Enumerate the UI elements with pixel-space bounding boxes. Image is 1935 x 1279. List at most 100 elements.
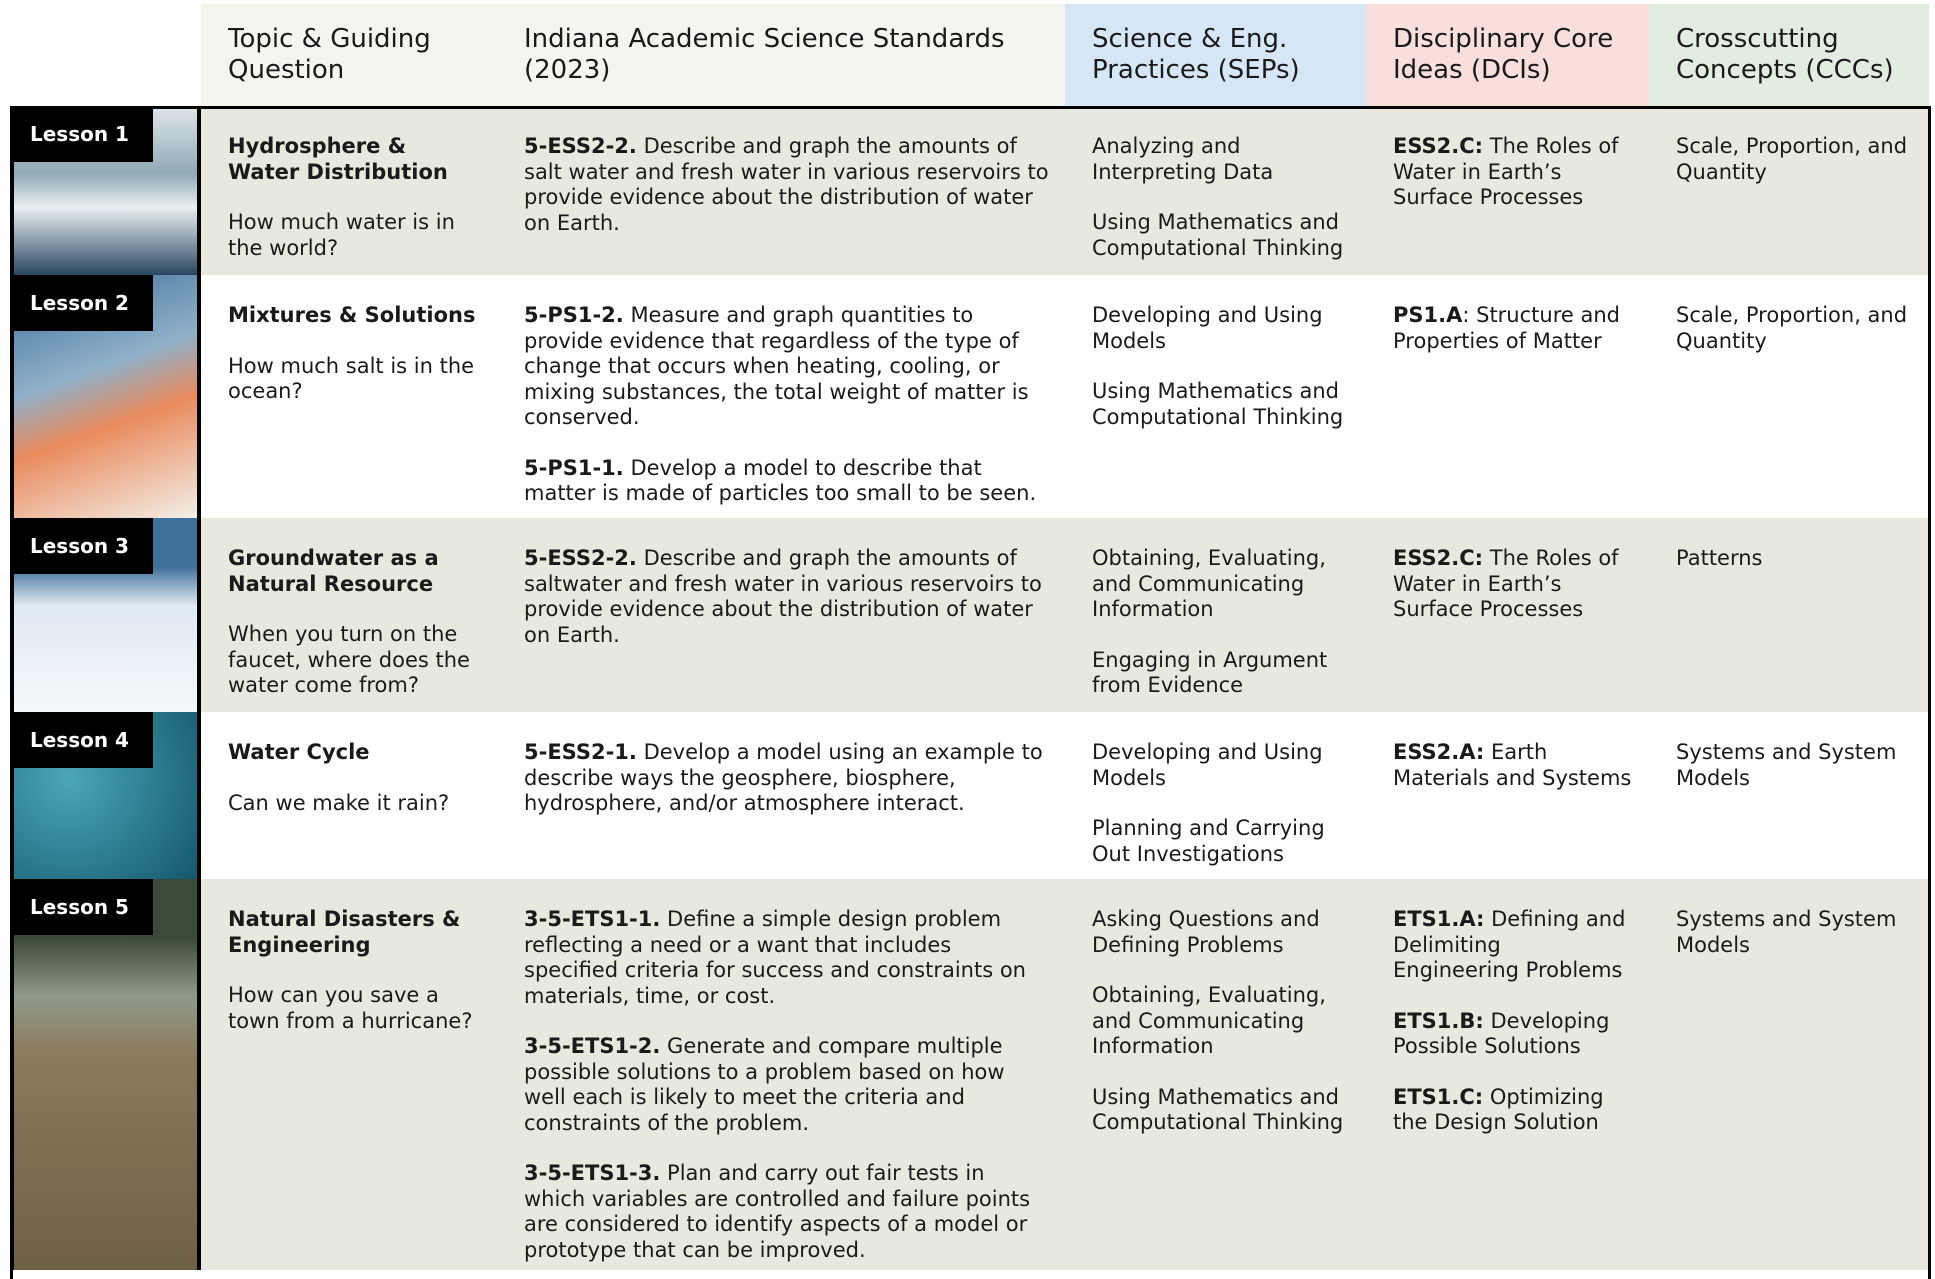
standard: 5-ESS2-1. Develop a model using an examp… xyxy=(524,740,1049,817)
dci-text: Developing Possible Solutions xyxy=(1393,1008,1610,1059)
guiding-question: How can you save a town from a hurricane… xyxy=(228,983,473,1033)
dci-text: The Roles of Water in Earth’s Surface Pr… xyxy=(1393,546,1619,621)
header-cell: Crosscutting Concepts (CCCs) xyxy=(1649,4,1929,106)
dci: ESS2.C: The Roles of Water in Earth’s Su… xyxy=(1393,134,1633,211)
lesson-image: Lesson 1 xyxy=(10,106,201,275)
guiding-question: How much water is in the world? xyxy=(228,210,455,260)
sep: Developing and Using Models xyxy=(1092,740,1323,790)
ccc: Systems and System Models xyxy=(1676,740,1897,790)
standard: 5-PS1-2. Measure and graph quantities to… xyxy=(524,303,1049,431)
ccc: Scale, Proportion, and Quantity xyxy=(1676,134,1908,184)
guiding-question: Can we make it rain? xyxy=(228,790,450,815)
dci-code: ESS2.C: xyxy=(1393,546,1484,570)
sep: Obtaining, Evaluating, and Communicating… xyxy=(1092,546,1326,621)
topic: Natural Disasters & Engineering xyxy=(228,907,461,957)
topic-title: Natural Disasters & Engineering xyxy=(228,907,481,958)
topic: Mixtures & Solutions xyxy=(228,303,476,327)
sep: Planning and Carrying Out Investigations xyxy=(1092,816,1325,866)
standard-text: Describe and graph the amounts of saltwa… xyxy=(524,546,1042,647)
ccc-cell: Scale, Proportion, and Quantity xyxy=(1649,106,1929,275)
dci-cell: ESS2.A: Earth Materials and Systems xyxy=(1366,712,1649,879)
lesson-label: Lesson 5 xyxy=(14,879,153,935)
ccc: Scale, Proportion, and Quantity xyxy=(1676,303,1908,353)
sep-cell: Asking Questions and Defining Problems Ob… xyxy=(1065,879,1366,1270)
dci-code: ETS1.B: xyxy=(1393,1008,1484,1033)
topic-cell: Hydrosphere & Water Distribution How much… xyxy=(201,106,497,275)
dci: PS1.A: Structure and Properties of Matte… xyxy=(1393,303,1633,354)
guiding-question: How much salt is in the ocean? xyxy=(228,353,475,404)
dci-code: PS1.A xyxy=(1393,303,1463,327)
dci-text: The Roles of Water in Earth’s Surface Pr… xyxy=(1393,134,1619,209)
dci-code: ESS2.A: xyxy=(1393,740,1485,764)
standard-code: 5-PS1-1. xyxy=(524,455,624,480)
lesson-image: Lesson 5 xyxy=(10,879,201,1270)
header-cell: Science & Eng. Practices (SEPs) xyxy=(1065,4,1366,106)
standard-code: 5-PS1-2. xyxy=(524,303,624,327)
standard: 5-PS1-1. Develop a model to describe tha… xyxy=(524,456,1049,507)
topic-title: Water Cycle xyxy=(228,740,481,766)
dci-cell: ETS1.A: Defining and Delimiting Engineer… xyxy=(1366,879,1649,1270)
ccc: Systems and System Models xyxy=(1676,907,1897,957)
dci-cell: PS1.A: Structure and Properties of Matte… xyxy=(1366,275,1649,518)
ccc-cell: Patterns xyxy=(1649,518,1929,712)
standard-text: Describe and graph the amounts of salt w… xyxy=(524,134,1049,235)
topic: Water Cycle xyxy=(228,740,370,764)
topic-cell: Natural Disasters & Engineering How can y… xyxy=(201,879,497,1270)
topic: Hydrosphere & Water Distribution xyxy=(228,134,448,184)
sep: Using Mathematics and Computational Thin… xyxy=(1092,210,1344,260)
topic: Groundwater as a Natural Resource xyxy=(228,546,439,596)
standard-cell: 3-5-ETS1-1. Define a simple design probl… xyxy=(497,879,1065,1270)
standard: 3-5-ETS1-1. Define a simple design probl… xyxy=(524,907,1049,1009)
header-cell: Topic & Guiding Question xyxy=(201,4,497,106)
standard-code: 3-5-ETS1-1. xyxy=(524,907,661,931)
dci-code: ETS1.C: xyxy=(1393,1084,1484,1109)
topic-title: Mixtures & Solutions xyxy=(228,303,481,329)
dci-text: : Structure and Properties of Matter xyxy=(1393,303,1620,353)
ccc-cell: Systems and System Models xyxy=(1649,712,1929,879)
standard-text: Generate and compare multiple possible s… xyxy=(524,1034,1005,1135)
lesson-label: Lesson 4 xyxy=(14,712,153,768)
dci-cell: ESS2.C: The Roles of Water in Earth’s Su… xyxy=(1366,106,1649,275)
dci-text: Defining and Delimiting Engineering Prob… xyxy=(1393,907,1626,982)
standard-text: Plan and carry out fair tests in which v… xyxy=(524,1161,1031,1262)
standard: 5-ESS2-2. Describe and graph the amounts… xyxy=(524,546,1049,648)
lesson-image: Lesson 4 xyxy=(10,712,201,879)
sep: Using Mathematics and Computational Thin… xyxy=(1092,379,1344,429)
standard-code: 5-ESS2-1. xyxy=(524,740,637,764)
standard-text: Develop a model using an example to desc… xyxy=(524,740,1043,815)
sep: Using Mathematics and Computational Thin… xyxy=(1092,1084,1344,1135)
topic-title: Hydrosphere & Water Distribution xyxy=(228,134,481,185)
header-spacer xyxy=(10,4,201,106)
standards-table: Topic & Guiding Question Indiana Academic… xyxy=(10,4,1929,1270)
sep: Developing and Using Models xyxy=(1092,303,1323,353)
sep-cell: Obtaining, Evaluating, and Communicating… xyxy=(1065,518,1366,712)
ccc-cell: Scale, Proportion, and Quantity xyxy=(1649,275,1929,518)
topic-cell: Groundwater as a Natural Resource When yo… xyxy=(201,518,497,712)
sep: Asking Questions and Defining Problems xyxy=(1092,907,1320,957)
standard: 5-ESS2-2. Describe and graph the amounts… xyxy=(524,134,1049,236)
dci: ETS1.C: Optimizing the Design Solution xyxy=(1393,1085,1633,1136)
sep-cell: Analyzing and Interpreting Data Using Mat… xyxy=(1065,106,1366,275)
standard-text: Develop a model to describe that matter … xyxy=(524,455,1037,506)
topic-cell: Mixtures & Solutions How much salt is in … xyxy=(201,275,497,518)
standard-cell: 5-ESS2-2. Describe and graph the amounts… xyxy=(497,518,1065,712)
dci: ETS1.B: Developing Possible Solutions xyxy=(1393,1009,1633,1060)
standard-cell: 5-ESS2-1. Develop a model using an examp… xyxy=(497,712,1065,879)
sep-cell: Developing and Using Models Planning and … xyxy=(1065,712,1366,879)
ccc: Patterns xyxy=(1676,546,1763,570)
topic-cell: Water Cycle Can we make it rain? xyxy=(201,712,497,879)
guiding-question: When you turn on the faucet, where does … xyxy=(228,622,470,697)
dci: ESS2.A: Earth Materials and Systems xyxy=(1393,740,1633,791)
sep-cell: Developing and Using Models Using Mathema… xyxy=(1065,275,1366,518)
standard-cell: 5-ESS2-2. Describe and graph the amounts… xyxy=(497,106,1065,275)
standard-text: Define a simple design problem reflectin… xyxy=(524,907,1026,1008)
lesson-image: Lesson 2 xyxy=(10,275,201,518)
standard: 3-5-ETS1-3. Plan and carry out fair test… xyxy=(524,1161,1049,1263)
standard-code: 3-5-ETS1-2. xyxy=(524,1034,661,1058)
standard-code: 5-ESS2-2. xyxy=(524,134,637,158)
dci-text: Optimizing the Design Solution xyxy=(1393,1084,1604,1135)
dci: ESS2.C: The Roles of Water in Earth’s Su… xyxy=(1393,546,1633,623)
ccc-cell: Systems and System Models xyxy=(1649,879,1929,1270)
sep: Engaging in Argument from Evidence xyxy=(1092,647,1328,698)
